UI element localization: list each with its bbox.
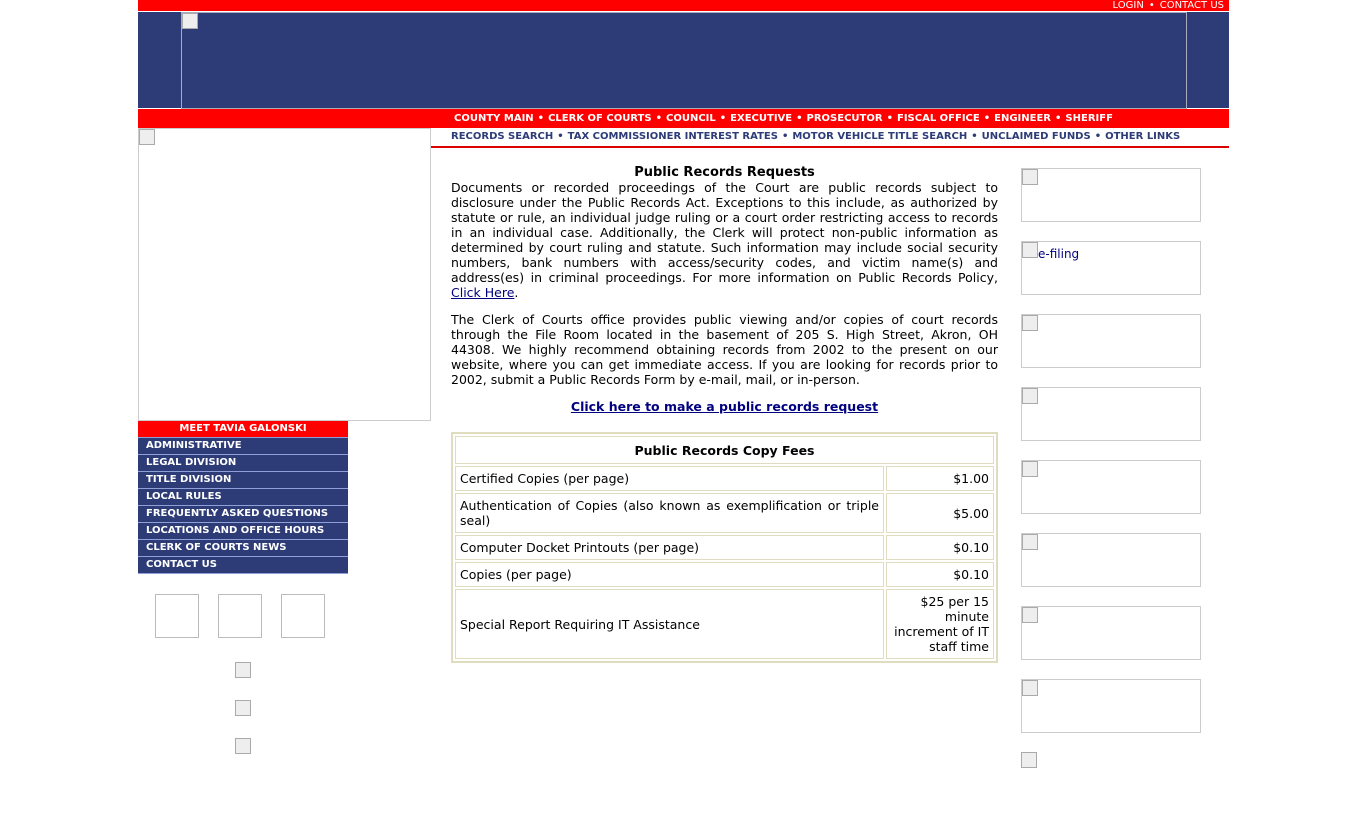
banner-image (182, 13, 198, 29)
intro-text: Documents or recorded proceedings of the… (451, 180, 998, 285)
social-icons (155, 594, 344, 642)
contact-link[interactable]: CONTACT US (1159, 0, 1224, 11)
menu-local-rules[interactable]: LOCAL RULES (138, 489, 348, 506)
menu-legal[interactable]: LEGAL DIVISION (138, 455, 348, 472)
sub-nav: RECORDS SEARCH • TAX COMMISSIONER INTEREST… (431, 128, 1229, 148)
side-banner[interactable] (1021, 679, 1201, 733)
table-row: Copies (per page) $0.10 (455, 562, 994, 587)
clerk-photo (138, 128, 431, 421)
menu-title[interactable]: TITLE DIVISION (138, 472, 348, 489)
nav-prosecutor[interactable]: PROSECUTOR (806, 113, 883, 124)
file-room-text: The Clerk of Courts office provides publ… (451, 312, 998, 387)
nav-tax-rates[interactable]: TAX COMMISSIONER INTEREST RATES (567, 131, 778, 142)
social-icon[interactable] (281, 594, 325, 638)
page-title: Public Records Requests (634, 165, 815, 180)
table-row: Certified Copies (per page) $1.00 (455, 466, 994, 491)
nav-council[interactable]: COUNCIL (666, 113, 716, 124)
side-banner[interactable] (1021, 387, 1201, 441)
table-row: Special Report Requiring IT Assistance $2… (455, 589, 994, 659)
small-image[interactable] (235, 662, 251, 678)
side-banner[interactable] (1021, 606, 1201, 660)
nav-records-search[interactable]: RECORDS SEARCH (451, 131, 554, 142)
table-title: Public Records Copy Fees (455, 436, 994, 464)
menu-contact[interactable]: CONTACT US (138, 557, 348, 574)
table-row: Computer Docket Printouts (per page) $0.1… (455, 535, 994, 560)
policy-link[interactable]: Click Here (451, 285, 515, 300)
side-banner[interactable] (1021, 533, 1201, 587)
side-banner[interactable] (1021, 168, 1201, 222)
top-bar: LOGIN • CONTACT US (138, 0, 1229, 11)
small-image[interactable] (235, 700, 251, 716)
nav-county-main[interactable]: COUNTY MAIN (454, 113, 534, 124)
nav-other-links[interactable]: OTHER LINKS (1105, 131, 1181, 142)
small-image[interactable] (235, 738, 251, 754)
table-row: Authentication of Copies (also known as … (455, 493, 994, 533)
side-banner[interactable] (1021, 314, 1201, 368)
request-link[interactable]: Click here to make a public records requ… (570, 399, 879, 414)
banner (138, 12, 1229, 109)
menu-locations[interactable]: LOCATIONS AND OFFICE HOURS (138, 523, 348, 540)
nav-engineer[interactable]: ENGINEER (994, 113, 1052, 124)
efiling-banner[interactable]: e-filing (1021, 241, 1201, 295)
nav-sheriff[interactable]: SHERIFF (1065, 113, 1113, 124)
nav-unclaimed[interactable]: UNCLAIMED FUNDS (981, 131, 1091, 142)
main-content: Public Records Requests Documents or rec… (451, 165, 998, 663)
menu-meet[interactable]: MEET TAVIA GALONSKI (138, 421, 348, 438)
side-menu: MEET TAVIA GALONSKI ADMINISTRATIVE LEGAL… (138, 421, 348, 574)
nav-fiscal[interactable]: FISCAL OFFICE (896, 113, 980, 124)
social-icon[interactable] (155, 594, 199, 638)
right-links: e-filing (1021, 168, 1201, 825)
county-nav: COUNTY MAIN • CLERK OF COURTS • COUNCIL • EXEC… (138, 109, 1229, 128)
menu-administrative[interactable]: ADMINISTRATIVE (138, 438, 348, 455)
login-link[interactable]: LOGIN (1112, 0, 1144, 11)
nav-title-search[interactable]: MOTOR VEHICLE TITLE SEARCH (792, 131, 968, 142)
nav-clerk[interactable]: CLERK OF COURTS (548, 113, 652, 124)
social-icon[interactable] (218, 594, 262, 638)
side-banner[interactable] (1021, 752, 1201, 806)
side-banner[interactable] (1021, 460, 1201, 514)
fees-table: Public Records Copy Fees Certified Copie… (451, 432, 998, 663)
nav-executive[interactable]: EXECUTIVE (730, 113, 793, 124)
menu-faq[interactable]: FREQUENTLY ASKED QUESTIONS (138, 506, 348, 523)
menu-news[interactable]: CLERK OF COURTS NEWS (138, 540, 348, 557)
